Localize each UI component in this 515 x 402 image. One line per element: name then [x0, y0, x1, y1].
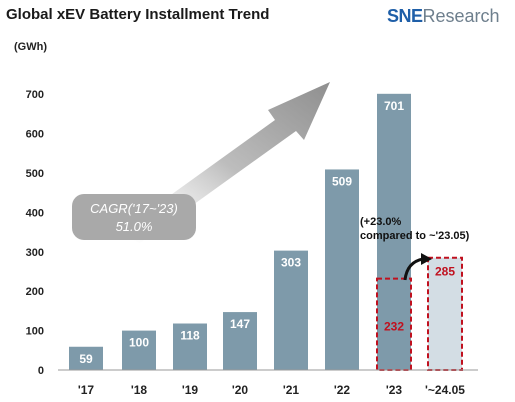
bar-value-label-4: 303: [281, 256, 301, 270]
x-tick-label: '21: [283, 383, 300, 397]
y-tick-label: 600: [26, 129, 44, 141]
curved-arrow-icon: [403, 257, 424, 281]
x-tick-label: '23: [386, 383, 403, 397]
bar-value-label-5: 509: [332, 174, 352, 188]
cagr-label: CAGR('17~'23): [90, 201, 178, 216]
x-tick-label: '19: [182, 383, 199, 397]
bar-6: [377, 93, 411, 370]
logo-part-sne: SNE: [387, 6, 423, 26]
bar-1: [122, 330, 156, 370]
chart-title: Global xEV Battery Installment Trend: [6, 6, 270, 23]
x-tick-label: '22: [334, 383, 351, 397]
cagr-callout: [72, 194, 196, 240]
x-tick-label: '17: [78, 383, 95, 397]
y-tick-label: 500: [26, 168, 44, 180]
y-tick-label: 100: [26, 326, 44, 338]
y-tick-label: 200: [26, 286, 44, 298]
bar-value-label-6: 701: [384, 99, 404, 113]
bar-value-label-3: 147: [230, 317, 250, 331]
bar-value-label-2: 118: [180, 329, 200, 343]
y-tick-label: 0: [38, 365, 44, 377]
sne-research-logo: SNEResearch: [387, 6, 500, 27]
ytd-bar-6: [376, 277, 412, 372]
x-tick-label: '~24.05: [425, 383, 465, 397]
curved-arrow-head-icon: [421, 253, 432, 265]
x-tick-label: '18: [131, 383, 148, 397]
cagr-value: 51.0%: [116, 219, 153, 234]
growth-annotation-line2: compared to ~'23.05): [360, 230, 470, 242]
bar-3: [223, 312, 257, 370]
growth-annotation-line1: (+23.0%: [360, 216, 401, 228]
bar-2: [173, 323, 207, 370]
bar-value-label-1: 100: [129, 336, 149, 350]
bar-value-label-0: 59: [79, 352, 93, 366]
bar-5: [325, 169, 359, 370]
y-tick-label: 400: [26, 207, 44, 219]
y-tick-label: 300: [26, 247, 44, 259]
y-axis-label: (GWh): [14, 41, 47, 53]
ytd-value-label-7: 285: [435, 265, 455, 279]
y-tick-label: 700: [26, 89, 44, 101]
bar-0: [69, 346, 103, 370]
ytd-value-label-6: 232: [384, 319, 404, 333]
logo-part-research: Research: [422, 6, 500, 26]
bar-4: [274, 250, 308, 370]
x-tick-label: '20: [232, 383, 249, 397]
